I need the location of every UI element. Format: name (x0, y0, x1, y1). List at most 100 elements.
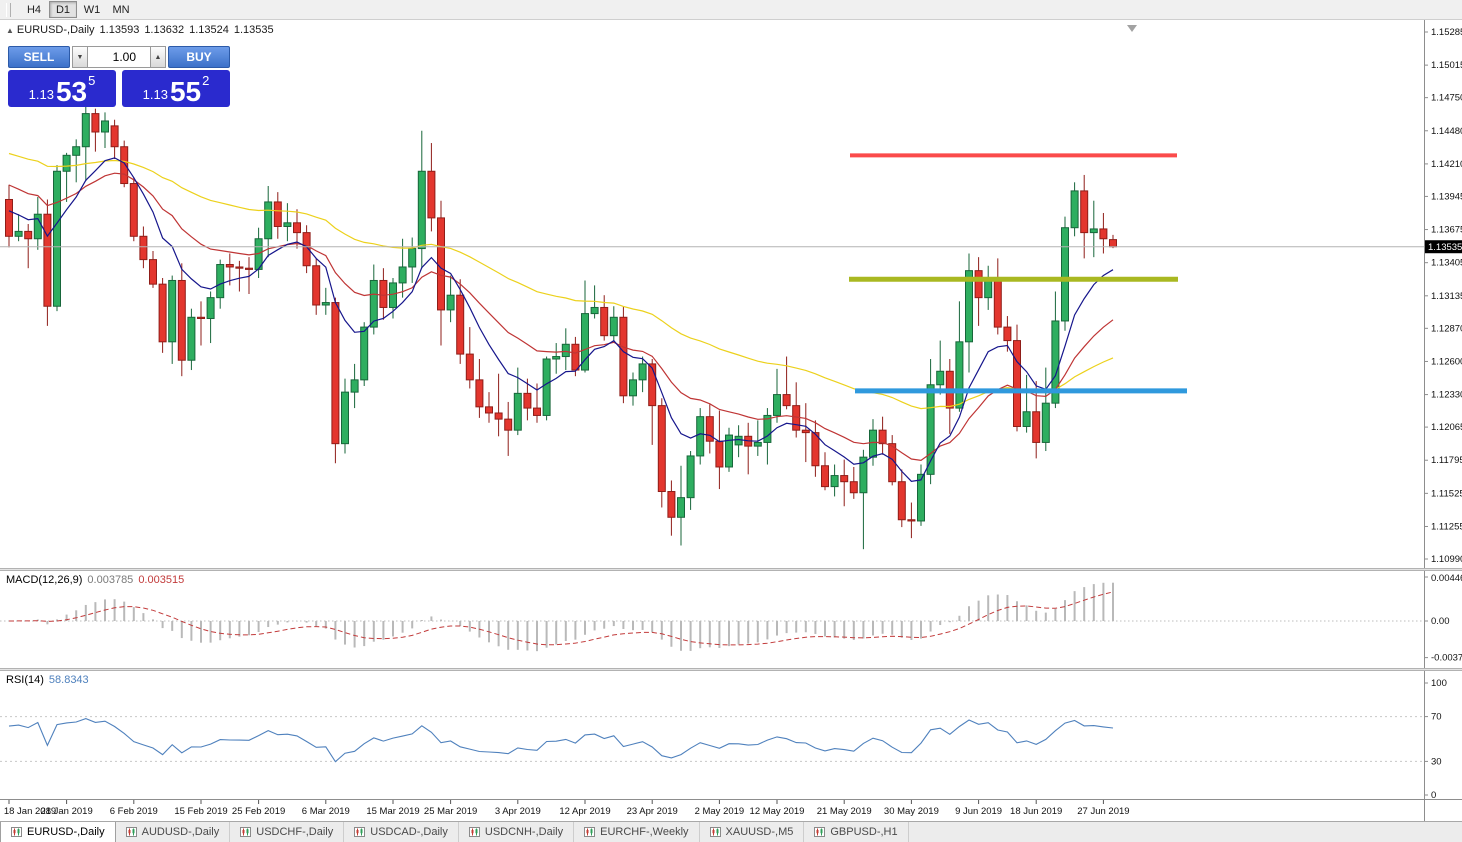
svg-text:3 Apr 2019: 3 Apr 2019 (495, 806, 541, 817)
pane-divider[interactable] (0, 668, 1462, 671)
rsi-chart[interactable]: 100 70 30 0 (0, 671, 1462, 799)
chart-tab-icon (354, 827, 366, 837)
macd-chart[interactable]: 0.004465 0.00 -0.003715 (0, 571, 1462, 668)
chart-tab-icon (125, 827, 137, 837)
svg-text:18 Jun 2019: 18 Jun 2019 (1010, 806, 1062, 817)
chart-tab-label: XAUUSD-,M5 (725, 826, 794, 838)
chart-title: EURUSD-,Daily (16, 24, 95, 36)
ma-fast-line[interactable] (8, 157, 1114, 482)
macd-header: MACD(12,26,9) 0.003785 0.003515 (6, 574, 184, 586)
svg-text:1.13135: 1.13135 (1431, 291, 1462, 302)
svg-text:28 Jan 2019: 28 Jan 2019 (40, 806, 92, 817)
volume-input[interactable] (88, 46, 150, 68)
chart-tab-bar: EURUSD-,Daily AUDUSD-,Daily USDCHF-,Daily U… (0, 821, 1462, 842)
buy-price-sup: 2 (202, 73, 210, 88)
macd-pane[interactable]: 0.004465 0.00 -0.003715 MACD(12,26,9) 0.003… (0, 571, 1462, 668)
chart-tab-label: USDCNH-,Daily (484, 826, 564, 838)
volume-stepper: ▼ ▲ (72, 46, 166, 68)
ohlc-low: 1.13524 (189, 24, 229, 36)
chart-window: 1.15285 1.15015 1.14750 1.14480 1.14210 1.139… (0, 20, 1462, 821)
chart-tab-icon (814, 827, 826, 837)
timeframe-button-d1[interactable]: D1 (49, 1, 77, 18)
svg-text:1.11525: 1.11525 (1431, 488, 1462, 499)
svg-text:0: 0 (1431, 790, 1436, 799)
svg-text:1.12330: 1.12330 (1431, 390, 1462, 401)
macd-label: MACD(12,26,9) (6, 574, 83, 586)
svg-text:12 May 2019: 12 May 2019 (750, 806, 805, 817)
main-chart-pane[interactable]: 1.15285 1.15015 1.14750 1.14480 1.14210 1.139… (0, 20, 1462, 568)
volume-increase-icon[interactable]: ▲ (150, 46, 166, 68)
macd-axis[interactable]: 0.004465 0.00 -0.003715 (1424, 573, 1462, 664)
svg-text:70: 70 (1431, 712, 1442, 723)
chart-tab-label: AUDUSD-,Daily (141, 826, 220, 838)
chart-tab-eurchf-weekly[interactable]: EURCHF-,Weekly (574, 822, 700, 842)
svg-text:100: 100 (1431, 678, 1447, 689)
chart-tab-label: EURUSD-,Daily (27, 826, 105, 838)
timeframe-button-h4[interactable]: H4 (20, 1, 48, 18)
sell-price-display[interactable]: 1.13 53 5 (8, 70, 116, 107)
svg-text:1.14480: 1.14480 (1431, 126, 1462, 137)
timeframe-buttons: H4 D1 W1 MN (20, 1, 136, 18)
timeframe-button-mn[interactable]: MN (107, 1, 135, 18)
svg-text:6 Mar 2019: 6 Mar 2019 (302, 806, 350, 817)
ohlc-open: 1.13593 (99, 24, 140, 36)
svg-text:1.12870: 1.12870 (1431, 323, 1462, 334)
macd-signal-line (8, 591, 1114, 646)
chart-tab-usdcnh-daily[interactable]: USDCNH-,Daily (459, 822, 575, 842)
svg-text:23 Apr 2019: 23 Apr 2019 (627, 806, 678, 817)
chart-tab-xauusd-m5[interactable]: XAUUSD-,M5 (700, 822, 805, 842)
volume-decrease-icon[interactable]: ▼ (72, 46, 88, 68)
ohlc-close: 1.13535 (233, 24, 274, 36)
chart-ohlc-header: ▲ EURUSD-,Daily 1.13593 1.13632 1.13524 1.135… (6, 24, 274, 36)
chart-shift-icon[interactable] (1127, 25, 1137, 32)
rsi-label: RSI(14) (6, 674, 44, 686)
sell-price-big: 53 (55, 76, 88, 108)
svg-text:1.14750: 1.14750 (1431, 93, 1462, 104)
candlestick-chart[interactable]: 1.15285 1.15015 1.14750 1.14480 1.14210 1.139… (0, 20, 1462, 568)
svg-text:1.12600: 1.12600 (1431, 356, 1462, 367)
buy-price-big: 55 (169, 76, 202, 108)
ma-mid-line[interactable] (8, 172, 1114, 462)
rsi-pane[interactable]: 100 70 30 0 RSI(14) 58.8343 (0, 671, 1462, 799)
chart-tab-audusd-daily[interactable]: AUDUSD-,Daily (116, 822, 231, 842)
current-price-tag: 1.13535 (1425, 240, 1462, 254)
rsi-value: 58.8343 (48, 674, 89, 686)
svg-text:2 May 2019: 2 May 2019 (695, 806, 745, 817)
svg-text:6 Feb 2019: 6 Feb 2019 (110, 806, 158, 817)
chart-tab-icon (709, 827, 721, 837)
chart-tab-label: GBPUSD-,H1 (830, 826, 898, 838)
timeframes-toolbar: H4 D1 W1 MN (0, 0, 1462, 20)
ma-slow-line[interactable] (8, 152, 1114, 410)
chart-tab-usdcad-daily[interactable]: USDCAD-,Daily (344, 822, 459, 842)
one-click-collapse-icon[interactable]: ▲ (6, 26, 14, 35)
ohlc-high: 1.13632 (144, 24, 185, 36)
svg-text:18 Jan 2019: 18 Jan 2019 (4, 806, 56, 817)
chart-tab-usdchf-daily[interactable]: USDCHF-,Daily (230, 822, 345, 842)
price-axis[interactable]: 1.15285 1.15015 1.14750 1.14480 1.14210 1.139… (1424, 27, 1462, 565)
chart-tab-gbpusd-h1[interactable]: GBPUSD-,H1 (804, 822, 909, 842)
svg-text:1.15285: 1.15285 (1431, 27, 1462, 38)
svg-text:27 Jun 2019: 27 Jun 2019 (1077, 806, 1129, 817)
svg-text:1.11255: 1.11255 (1431, 521, 1462, 532)
svg-text:-0.003715: -0.003715 (1431, 653, 1462, 664)
svg-text:15 Feb 2019: 15 Feb 2019 (174, 806, 227, 817)
sell-button[interactable]: SELL (8, 46, 70, 68)
toolbar-grip[interactable] (6, 2, 11, 17)
timeframe-button-w1[interactable]: W1 (78, 1, 106, 18)
chart-tab-icon (468, 827, 480, 837)
time-axis[interactable]: 18 Jan 2019 28 Jan 2019 6 Feb 2019 15 Feb 2… (0, 799, 1462, 821)
svg-text:0.004465: 0.004465 (1431, 573, 1462, 584)
chart-tab-icon (584, 827, 596, 837)
svg-text:1.13405: 1.13405 (1431, 258, 1462, 269)
svg-text:25 Mar 2019: 25 Mar 2019 (424, 806, 477, 817)
svg-text:1.14210: 1.14210 (1431, 159, 1462, 170)
pane-divider[interactable] (0, 568, 1462, 571)
rsi-axis[interactable]: 100 70 30 0 (1424, 678, 1447, 799)
chart-tab-label: USDCAD-,Daily (370, 826, 448, 838)
buy-button[interactable]: BUY (168, 46, 230, 68)
buy-price-display[interactable]: 1.13 55 2 (122, 70, 230, 107)
macd-main-value: 0.003785 (87, 574, 134, 586)
chart-tab-eurusd-daily[interactable]: EURUSD-,Daily (0, 822, 116, 842)
